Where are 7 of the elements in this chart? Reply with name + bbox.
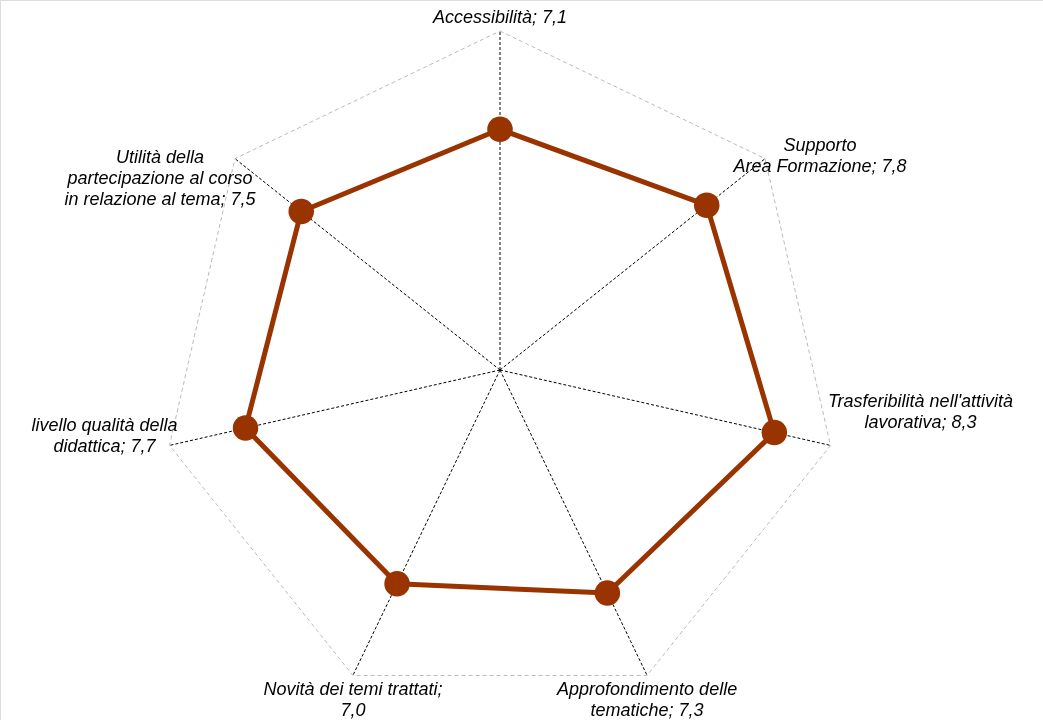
spoke-label: Accessibilità; 7,1 xyxy=(431,7,568,27)
spoke-label: Supporto Area Formazione; 7,8 xyxy=(732,134,907,176)
spoke-label: Approfondimento delle tematiche; 7,3 xyxy=(556,679,738,720)
spoke-label: Utilità della partecipazione al corso in relazione al tema; 7,5 xyxy=(64,146,257,209)
spoke-label: Trasferibilità nell'attività lavorativa; 8,3 xyxy=(827,391,1014,433)
spoke-label: livello qualità della didattica; 7,7 xyxy=(31,415,178,457)
spoke-label: Novità dei temi trattati; 7,0 xyxy=(263,679,443,720)
